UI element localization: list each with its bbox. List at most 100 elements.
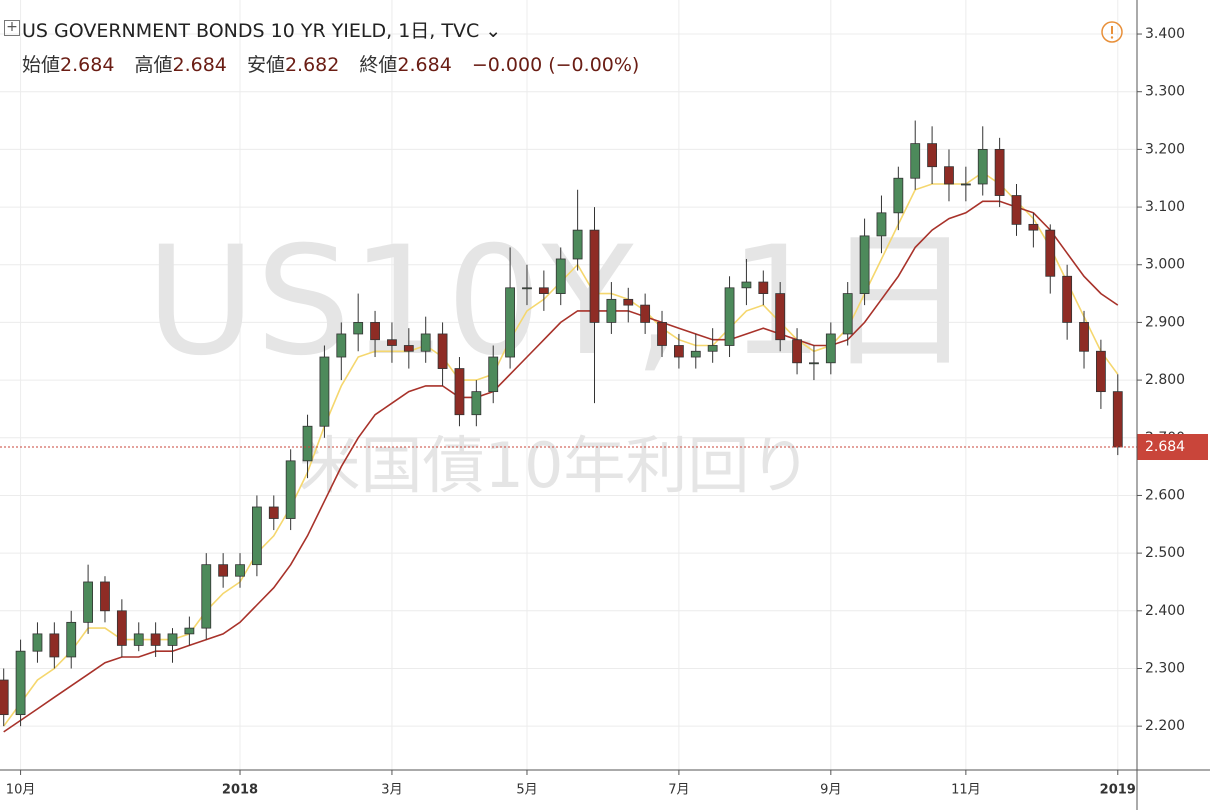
candle-body [184, 627, 195, 635]
x-tick-label: 7月 [668, 783, 689, 798]
last-price-label: 2.684 [1145, 439, 1185, 455]
y-tick-label: 3.000 [1145, 257, 1185, 273]
candle-body [83, 581, 93, 623]
candle-body [1096, 350, 1106, 393]
candle-body [707, 345, 718, 352]
watermark-sub: 米国債10年利回り [299, 429, 812, 502]
legend-label: 安値 [246, 54, 285, 76]
x-tick-label: 3月 [381, 783, 402, 798]
legend-value: 2.684 [397, 54, 452, 76]
watermark: US10Y, 1日 [146, 215, 974, 389]
candle-body [150, 633, 161, 646]
y-tick-label: 2.300 [1145, 660, 1185, 676]
y-tick-label: 3.100 [1145, 199, 1185, 215]
candle-body [0, 679, 9, 716]
candle-body [66, 621, 77, 658]
candle-body [403, 345, 414, 352]
candle-body [876, 212, 887, 237]
candle-body [606, 298, 617, 323]
candle-body [944, 166, 954, 185]
candle-body [623, 298, 634, 306]
candle-body [775, 293, 786, 341]
candle-body [49, 633, 60, 658]
candle-body [488, 356, 499, 393]
alert-icon [1110, 36, 1114, 39]
ohlc-legend: 始値2.684 高値2.684 安値2.682 終値2.684 −0.000 (… [22, 50, 653, 77]
candle-body [859, 235, 870, 294]
y-tick-label: 2.200 [1145, 718, 1185, 734]
candle-body [1112, 391, 1123, 448]
candle-body [437, 333, 448, 369]
candle-body [235, 564, 245, 577]
candle-body [167, 633, 178, 646]
candle-body [994, 148, 1005, 196]
candle-body [387, 339, 397, 346]
candle-body [32, 633, 43, 652]
candle-body [420, 333, 431, 352]
candle-body [724, 287, 735, 346]
candle-body [1011, 195, 1022, 225]
header: US GOVERNMENT BONDS 10 YR YIELD, 1日, TVC… [22, 20, 502, 42]
candle-body [893, 177, 904, 214]
y-tick-label: 3.200 [1145, 141, 1185, 157]
candle-body [538, 287, 549, 294]
candle-body [589, 229, 600, 323]
x-tick-label: 2019 [1100, 783, 1136, 798]
legend-value: 2.684 [172, 54, 227, 76]
candle-body [15, 650, 26, 716]
candle-body [674, 345, 684, 358]
candle-body [555, 258, 566, 294]
legend-label: 始値 [22, 54, 61, 76]
candle-body [977, 148, 988, 185]
x-tick-label: 10月 [6, 783, 36, 798]
alert-icon [1101, 21, 1123, 43]
x-tick-label: 11月 [951, 783, 981, 798]
candle-body [319, 356, 330, 427]
candle-body [657, 322, 667, 346]
y-tick-label: 2.500 [1145, 545, 1185, 561]
candle-body [825, 333, 836, 364]
candle-body [251, 506, 262, 566]
candle-body [690, 350, 701, 358]
candle-body [454, 368, 465, 416]
candle-body [792, 339, 802, 364]
candle-body [640, 304, 651, 323]
y-tick-label: 2.600 [1145, 487, 1185, 503]
y-tick-label: 2.400 [1145, 603, 1185, 619]
candle-body [268, 506, 279, 519]
candle-body [910, 143, 921, 179]
candle-body [201, 564, 212, 629]
y-tick-label: 3.300 [1145, 84, 1185, 100]
legend-label: 高値 [134, 54, 173, 76]
expand-icon[interactable]: + [4, 20, 20, 36]
candle-body [285, 460, 296, 519]
legend-label: 終値 [359, 54, 398, 76]
legend-value: 2.684 [60, 54, 115, 76]
chart-title: US GOVERNMENT BONDS 10 YR YIELD, 1日, TVC [22, 20, 480, 42]
candle-body [505, 287, 516, 358]
x-tick-label: 9月 [820, 783, 841, 798]
candle-body [960, 183, 971, 186]
candle-body [133, 633, 144, 646]
candle-body [353, 322, 364, 335]
legend-change: −0.000 (−0.00%) [471, 54, 640, 76]
y-tick-label: 2.900 [1145, 314, 1185, 330]
candle-body [758, 281, 769, 294]
candle-body [370, 322, 380, 341]
y-tick-label: 2.800 [1145, 372, 1185, 388]
x-tick-label: 5月 [516, 783, 537, 798]
candle-body [1079, 322, 1089, 352]
candle-body [218, 564, 229, 577]
candle-body [809, 362, 819, 365]
last-price-box [1137, 434, 1208, 461]
candle-body [336, 333, 347, 358]
y-tick-label: 3.400 [1145, 26, 1185, 42]
candle-body [572, 229, 583, 260]
candle-body [927, 143, 937, 168]
candle-body [116, 610, 127, 646]
candle-body [842, 293, 853, 335]
candle-body [741, 281, 752, 289]
legend-value: 2.682 [284, 54, 340, 76]
